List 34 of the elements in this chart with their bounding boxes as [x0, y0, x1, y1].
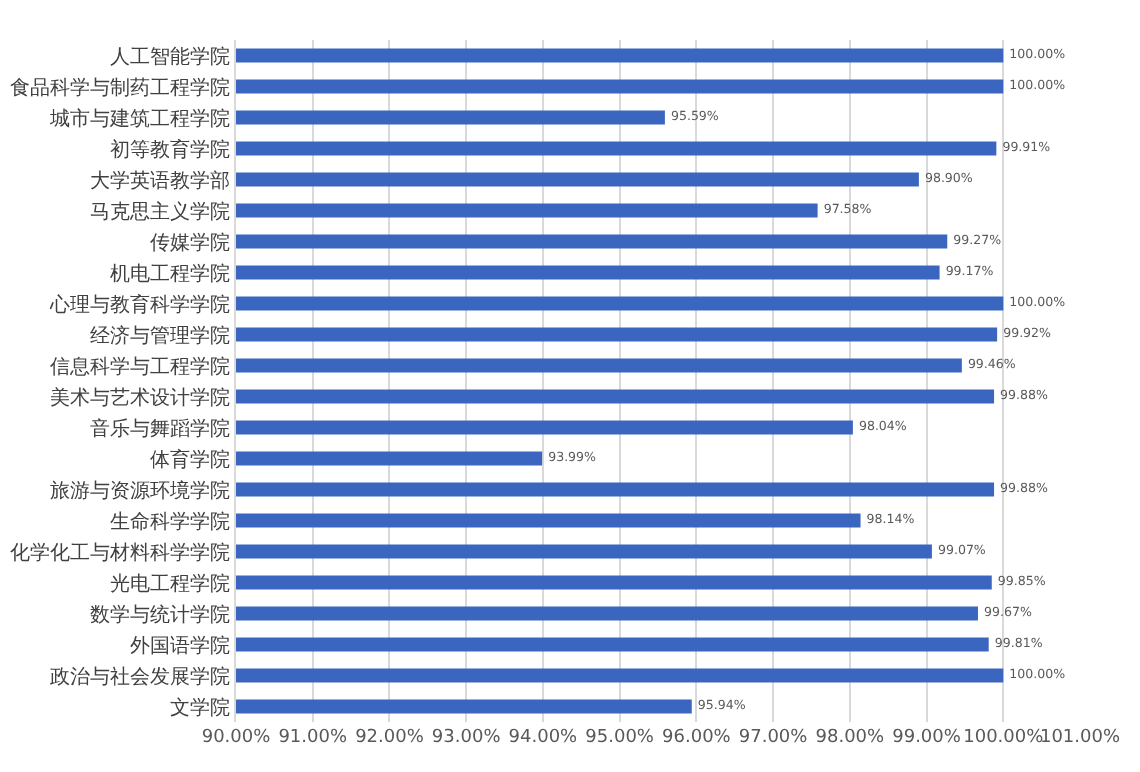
- y-tick-label: 音乐与舞蹈学院: [90, 416, 230, 441]
- y-tick-label: 光电工程学院: [110, 571, 230, 596]
- y-tick-label: 大学英语教学部: [90, 168, 230, 193]
- x-tick-label: 91.00%: [278, 728, 348, 748]
- x-tick-label: 95.00%: [585, 728, 655, 748]
- y-tick-label: 化学化工与材料科学学院: [10, 540, 230, 565]
- y-tick-label: 体育学院: [150, 447, 230, 472]
- x-tick-label: 99.00%: [892, 728, 962, 748]
- x-tick-label: 97.00%: [738, 728, 809, 748]
- y-tick-label: 文学院: [170, 695, 230, 720]
- y-tick-label: 人工智能学院: [110, 44, 230, 69]
- y-tick-label: 传媒学院: [150, 230, 230, 255]
- y-tick-label: 政治与社会发展学院: [50, 664, 230, 689]
- y-tick-label: 食品科学与制药工程学院: [10, 75, 230, 100]
- x-tick-label: 93.00%: [431, 728, 502, 748]
- x-tick-label: 90.00%: [201, 728, 272, 748]
- x-tick-label: 98.00%: [815, 728, 886, 748]
- y-tick-label: 数学与统计学院: [90, 602, 230, 627]
- y-tick-label: 外国语学院: [130, 633, 230, 658]
- x-tick-label: 101.00%: [1039, 728, 1121, 748]
- x-tick-label: 100.00%: [963, 728, 1045, 748]
- x-tick-label: 96.00%: [662, 728, 732, 748]
- x-tick-label: 94.00%: [508, 728, 579, 748]
- y-tick-label: 美术与艺术设计学院: [50, 385, 230, 410]
- y-tick-label: 旅游与资源环境学院: [50, 478, 230, 503]
- y-tick-label: 初等教育学院: [110, 137, 230, 162]
- y-tick-label: 经济与管理学院: [90, 323, 230, 348]
- y-tick-label: 心理与教育科学学院: [48, 292, 230, 317]
- x-tick-label: 92.00%: [355, 728, 425, 748]
- y-tick-label: 马克思主义学院: [90, 199, 230, 224]
- y-tick-label: 信息科学与工程学院: [50, 354, 230, 379]
- y-tick-label: 机电工程学院: [110, 261, 230, 286]
- y-tick-label: 生命科学学院: [110, 509, 230, 534]
- y-tick-label: 城市与建筑工程学院: [48, 106, 230, 131]
